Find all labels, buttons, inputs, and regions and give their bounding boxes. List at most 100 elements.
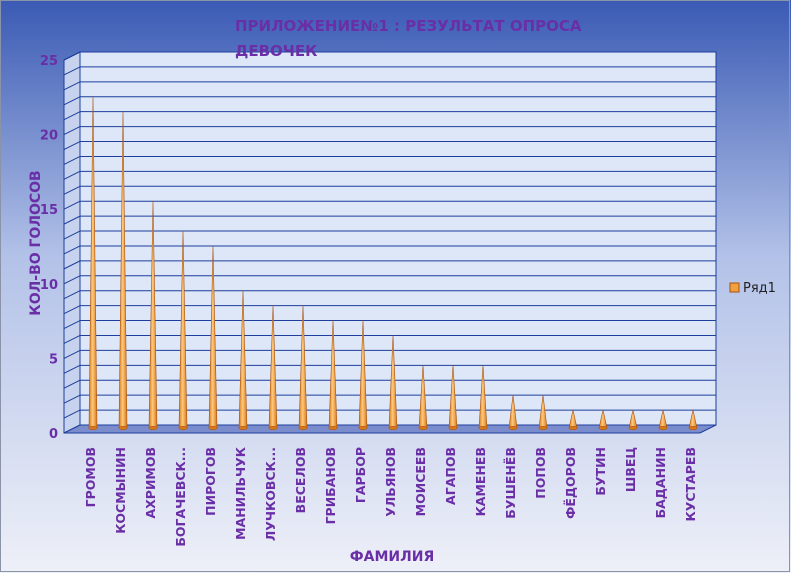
y-tick-labels: 0 5 10 15 20 25: [40, 54, 58, 442]
bar-base: [688, 425, 698, 431]
bar-base: [508, 425, 518, 431]
y-tick-label: 10: [40, 278, 58, 293]
bar: [148, 201, 158, 431]
x-tick-label: ПОПОВ: [533, 447, 548, 499]
bar-base: [118, 425, 128, 431]
bar: [508, 395, 518, 431]
side-gridline: [63, 141, 81, 150]
legend: Ряд1: [729, 281, 776, 296]
bar-base: [658, 425, 668, 431]
side-gridline: [63, 260, 81, 270]
bar: [118, 111, 128, 431]
bar-base: [628, 425, 638, 431]
y-tick-label: 15: [40, 203, 58, 218]
side-gridline: [63, 111, 81, 121]
bar-base: [328, 425, 338, 431]
bar-base: [208, 425, 218, 431]
legend-label: Ряд1: [743, 281, 776, 296]
bar-base: [238, 425, 248, 431]
bar: [478, 365, 488, 431]
bar-base: [568, 425, 578, 431]
bar: [658, 410, 668, 431]
side-gridline: [63, 200, 81, 210]
y-tick-label: 5: [49, 352, 58, 367]
x-tick-label: ЛУЧКОВСК...: [263, 447, 278, 541]
bar-base: [478, 425, 488, 431]
side-gridline: [63, 320, 81, 330]
y-tick-label: 20: [40, 129, 58, 144]
bar-base: [358, 425, 368, 431]
bar: [448, 365, 458, 431]
bar: [268, 305, 278, 431]
y-axis-label: КОЛ-ВО ГОЛОСОВ: [28, 170, 44, 315]
x-tick-label: КУСТАРЕВ: [683, 447, 698, 521]
y-tick-label: 0: [49, 427, 58, 442]
side-gridline: [63, 155, 81, 165]
side-gridline: [63, 335, 81, 344]
chart-title-line-1: ПРИЛОЖЕНИЕ№1 : РЕЗУЛЬТАТ ОПРОСА: [235, 17, 582, 35]
bar: [328, 320, 338, 431]
x-tick-label: ГАРБОР: [353, 447, 368, 503]
bar: [568, 410, 578, 431]
x-tick-label: ПИРОГОВ: [203, 447, 218, 516]
bar-base: [598, 425, 608, 431]
side-gridline: [63, 290, 81, 300]
side-gridline: [63, 170, 81, 180]
x-tick-label: ГРОМОВ: [83, 447, 98, 507]
bar: [88, 96, 98, 431]
side-gridline: [63, 364, 81, 374]
x-tick-label: УЛЬЯНОВ: [383, 447, 398, 517]
x-tick-label: МОИСЕЕВ: [413, 447, 428, 516]
bar: [238, 290, 248, 431]
x-tick-label: КОСМЫНИН: [113, 447, 128, 534]
x-tick-label: БУТИН: [593, 447, 608, 496]
x-tick-label: БОГАЧЕВСК...: [173, 447, 188, 547]
side-gridline: [63, 379, 81, 389]
bar: [358, 320, 368, 431]
side-gridline: [63, 275, 81, 285]
x-axis-label: ФАМИЛИЯ: [350, 549, 435, 565]
bar-base: [268, 425, 278, 431]
x-tick-label: ВЕСЕЛОВ: [293, 447, 308, 513]
gridlines: [63, 51, 716, 419]
x-tick-label: МАНИЛЬЧУК: [233, 446, 248, 540]
bar: [598, 410, 608, 431]
side-gridline: [63, 96, 81, 106]
bar: [208, 245, 218, 431]
bar-base: [88, 425, 98, 431]
side-gridline: [63, 51, 81, 61]
bar: [688, 410, 698, 431]
bars: [88, 96, 698, 431]
side-gridline: [63, 215, 81, 225]
bar-base: [178, 425, 188, 431]
x-tick-label: АХРИМОВ: [143, 447, 158, 519]
x-tick-label: АГАПОВ: [443, 447, 458, 505]
bar-base: [538, 425, 548, 431]
bar: [538, 395, 548, 431]
side-gridline: [63, 126, 81, 136]
side-gridline: [63, 305, 81, 315]
side-gridline: [63, 230, 81, 240]
bar: [298, 305, 308, 431]
side-gridline: [63, 66, 81, 76]
plot-wall: [79, 51, 717, 426]
side-gridline: [63, 81, 81, 91]
x-tick-labels: ГРОМОВ КОСМЫНИН АХРИМОВ БОГАЧЕВСК... ПИРОГОВ…: [83, 446, 698, 546]
side-gridline: [63, 245, 81, 255]
bar: [388, 335, 398, 431]
legend-swatch: [729, 282, 740, 293]
chart-title-line-2: ДЕВОЧЕК: [235, 42, 318, 60]
side-gridline: [63, 185, 81, 195]
bar: [418, 365, 428, 431]
x-tick-label: КАМЕНЕВ: [473, 447, 488, 516]
bar-base: [388, 425, 398, 431]
y-tick-label: 25: [40, 54, 58, 69]
side-wall: [63, 51, 81, 434]
x-tick-label: ГРИБАНОВ: [323, 447, 338, 524]
x-tick-label: БУШЕНЁВ: [503, 447, 518, 519]
side-gridline: [63, 409, 81, 419]
bar-base: [298, 425, 308, 431]
